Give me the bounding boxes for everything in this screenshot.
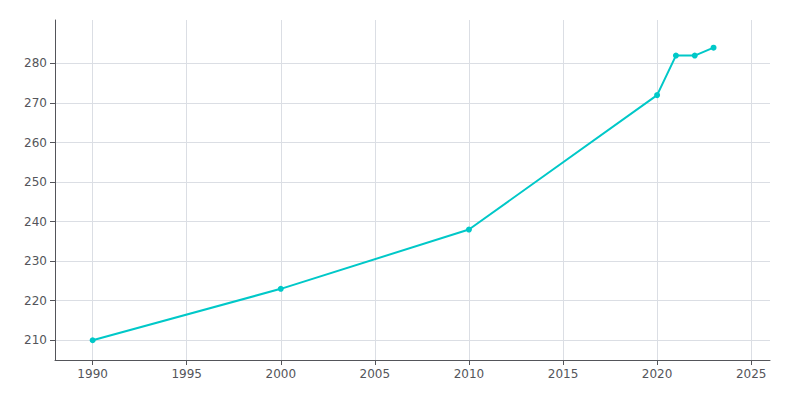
svg-text:220: 220 <box>24 294 47 308</box>
svg-text:280: 280 <box>24 56 47 70</box>
svg-text:2015: 2015 <box>548 367 579 381</box>
svg-text:260: 260 <box>24 136 47 150</box>
svg-text:2020: 2020 <box>642 367 673 381</box>
svg-text:1995: 1995 <box>171 367 202 381</box>
svg-text:250: 250 <box>24 175 47 189</box>
svg-text:2000: 2000 <box>266 367 297 381</box>
svg-text:2025: 2025 <box>736 367 767 381</box>
svg-text:230: 230 <box>24 254 47 268</box>
svg-text:2010: 2010 <box>454 367 485 381</box>
svg-text:240: 240 <box>24 215 47 229</box>
svg-text:2005: 2005 <box>360 367 391 381</box>
svg-text:1990: 1990 <box>77 367 108 381</box>
svg-text:210: 210 <box>24 333 47 347</box>
svg-text:270: 270 <box>24 96 47 110</box>
